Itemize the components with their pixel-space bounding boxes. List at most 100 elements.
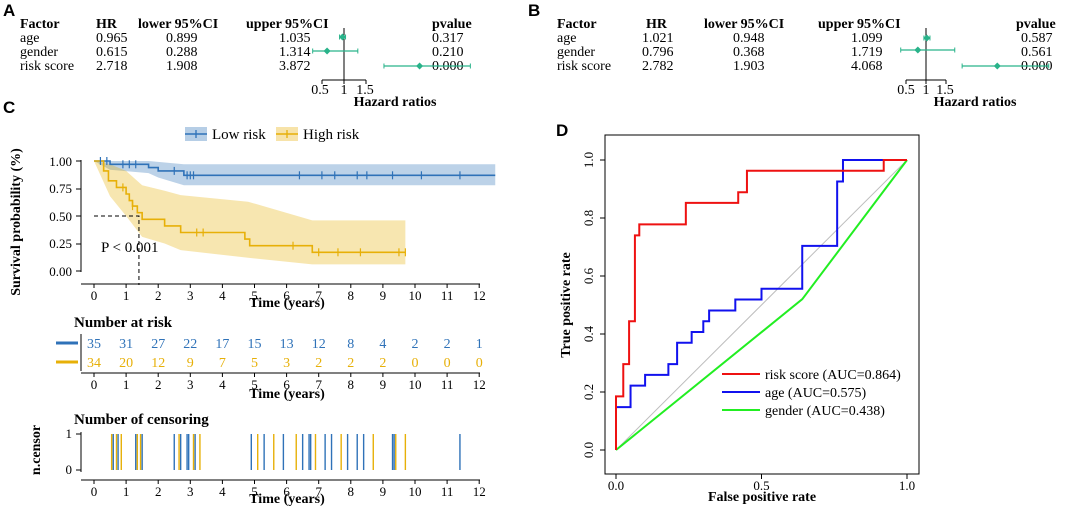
a-row-gender-lower: 0.288 xyxy=(166,45,198,60)
a-row-gender-hr: 0.615 xyxy=(96,45,128,60)
risk-count-high: 7 xyxy=(219,356,226,371)
roc-y-tick-label: 0.8 xyxy=(581,210,596,226)
a-row-age-lower: 0.899 xyxy=(166,31,198,46)
a-row-gender-factor: gender xyxy=(20,45,58,60)
risk-count-low: 13 xyxy=(280,337,294,352)
low-risk-curve xyxy=(94,160,496,177)
median-survival-guide xyxy=(94,215,140,285)
risk-table-title: Number at risk xyxy=(74,315,173,331)
roc-x-tick-label: 1.0 xyxy=(899,478,915,493)
km-x-tick-label: 11 xyxy=(441,288,454,303)
censor-plot xyxy=(110,434,461,470)
panel-b: B Factor HR lower 95%CI upper 95%CI pval… xyxy=(528,1,1056,110)
high-risk-curve xyxy=(94,160,406,254)
km-x-tick-label: 6 xyxy=(283,288,290,303)
forest-plot-a xyxy=(312,28,471,84)
km-ytick-3: 0.75 xyxy=(49,181,72,196)
risk-x-tick-label: 5 xyxy=(251,377,258,392)
b-col-hr: HR xyxy=(646,17,668,32)
km-x-tick-label: 10 xyxy=(409,288,422,303)
panel-d-letter: D xyxy=(556,121,568,140)
panel-a: A Factor HR lower 95%CI upper 95%CI pval… xyxy=(3,1,472,110)
risk-count-high: 9 xyxy=(187,356,194,371)
roc-legend-age: age (AUC=0.575) xyxy=(765,386,867,401)
risk-x-tick-label: 1 xyxy=(123,377,130,392)
forest-hr-point xyxy=(993,62,1001,70)
forest-hr-point xyxy=(323,47,331,55)
b-row-age-lower: 0.948 xyxy=(733,31,765,46)
risk-count-high: 34 xyxy=(87,356,101,371)
risk-count-low: 4 xyxy=(379,337,386,352)
censor-x-tick-label: 2 xyxy=(155,484,162,499)
a-row-risk-hr: 2.718 xyxy=(96,59,128,74)
censor-x-tick-label: 9 xyxy=(380,484,387,499)
risk-x-tick-label: 4 xyxy=(219,377,226,392)
roc-diagonal xyxy=(615,159,908,451)
roc-curve-gender xyxy=(615,159,908,451)
a-xtick-1: 1 xyxy=(341,83,348,98)
b-row-age-p: 0.587 xyxy=(1021,31,1053,46)
censor-x-tick-label: 6 xyxy=(283,484,290,499)
km-x-tick-label: 9 xyxy=(380,288,387,303)
high-risk-ci-band xyxy=(94,161,406,265)
censor-x-tick-label: 10 xyxy=(409,484,422,499)
b-row-gender-lower: 0.368 xyxy=(733,45,765,60)
b-row-gender-p: 0.561 xyxy=(1021,45,1053,60)
b-row-gender-upper: 1.719 xyxy=(851,45,883,60)
forest-hr-point xyxy=(416,62,424,70)
km-x-tick-label: 8 xyxy=(348,288,355,303)
censor-x-tick-label: 5 xyxy=(251,484,258,499)
roc-ticks: 0.0 0.5 1.0 0.0 0.2 0.4 0.6 0.8 1.0 xyxy=(581,152,915,493)
risk-table: 35 31 27 22 17 15 13 12 8 4 2 2 134 20 12 9 7 5 3 2 2 2 0 0 0 xyxy=(87,337,483,371)
roc-legend: risk score (AUC=0.864) age (AUC=0.575) g… xyxy=(722,368,901,419)
a-row-age-upper: 1.035 xyxy=(279,31,311,46)
b-row-age-hr: 1.021 xyxy=(642,31,674,46)
a-row-age-p: 0.317 xyxy=(432,31,464,46)
a-col-upper: upper 95%CI xyxy=(246,17,329,32)
km-ytick-1: 0.25 xyxy=(49,236,72,251)
risk-count-high: 0 xyxy=(412,356,419,371)
roc-xlabel: False positive rate xyxy=(708,490,816,505)
panel-c-letter: C xyxy=(3,98,15,117)
risk-x-tick-label: 3 xyxy=(187,377,194,392)
a-col-pvalue: pvalue xyxy=(432,17,472,32)
censor-x-tick-label: 12 xyxy=(473,484,486,499)
a-row-age-hr: 0.965 xyxy=(96,31,128,46)
censor-x-tick-label: 8 xyxy=(348,484,355,499)
b-row-risk-hr: 2.782 xyxy=(642,59,674,74)
a-row-risk-lower: 1.908 xyxy=(166,59,198,74)
b-col-upper: upper 95%CI xyxy=(818,17,901,32)
roc-x-tick-label: 0.0 xyxy=(608,478,624,493)
risk-count-low: 31 xyxy=(119,337,133,352)
km-x-tick-label: 4 xyxy=(219,288,226,303)
km-ytick-4: 1.00 xyxy=(49,154,72,169)
risk-xlabel: Time (years) xyxy=(249,387,325,402)
roc-ylabel: True positive rate xyxy=(559,252,574,358)
b-row-risk-lower: 1.903 xyxy=(733,59,765,74)
km-x-tick-label: 1 xyxy=(123,288,130,303)
a-row-gender-p: 0.210 xyxy=(432,45,464,60)
roc-y-tick-label: 0.6 xyxy=(581,267,596,284)
censor-x-tick-label: 1 xyxy=(123,484,130,499)
risk-count-low: 1 xyxy=(476,337,483,352)
km-x-tick-label: 7 xyxy=(315,288,322,303)
b-col-pvalue: pvalue xyxy=(1016,17,1056,32)
censor-ytick-1: 1 xyxy=(66,426,73,441)
roc-x-tick-label: 0.5 xyxy=(753,478,769,493)
a-col-factor: Factor xyxy=(20,17,60,32)
a-col-lower: lower 95%CI xyxy=(138,17,218,32)
roc-legend-gender: gender (AUC=0.438) xyxy=(765,404,885,419)
censor-plot-title: Number of censoring xyxy=(74,412,209,428)
risk-count-high: 20 xyxy=(119,356,133,371)
a-row-age-factor: age xyxy=(20,31,39,46)
risk-x-tick-label: 7 xyxy=(315,377,322,392)
censor-x-tick-label: 0 xyxy=(91,484,98,499)
km-plot xyxy=(94,157,496,285)
b-xtick-1: 1 xyxy=(923,83,930,98)
risk-count-high: 0 xyxy=(476,356,483,371)
low-risk-ci-band xyxy=(94,161,496,186)
legend-high-label: High risk xyxy=(303,127,360,143)
risk-count-high: 3 xyxy=(283,356,290,371)
